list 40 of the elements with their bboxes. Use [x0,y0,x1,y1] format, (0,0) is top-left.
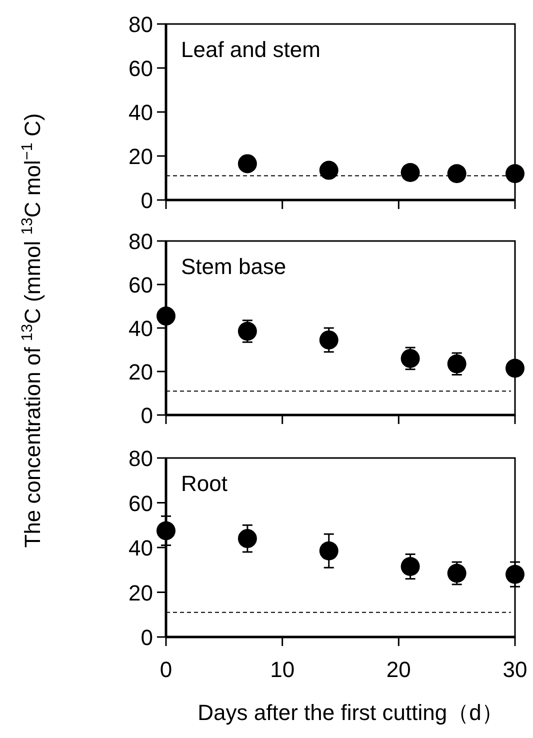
point [506,358,524,378]
point [400,348,420,368]
x-tick-label: 30 [502,657,528,682]
y-tick-label: 0 [140,403,153,428]
text: Stem base [181,254,286,279]
y-tick-label: 60 [128,272,153,298]
point [319,160,338,180]
y-tick-label: 40 [128,100,153,125]
y-tick-label: 40 [128,536,153,560]
point [447,164,466,184]
point [238,322,257,341]
point [400,163,420,182]
text: Leaf and stem [181,37,320,62]
point [400,557,420,576]
point [319,541,338,560]
y-tick-label: 80 [128,229,153,254]
x-axis-title: Days after the first cutting（d） [198,700,504,725]
point [506,164,524,184]
y-tick-label: 40 [128,316,153,341]
y-tick-label: 60 [128,56,153,81]
y-tick-label: 20 [128,360,153,384]
y-tick-label: 0 [140,188,153,213]
y-tick-label: 80 [128,446,153,471]
text: Root [181,471,228,496]
point [238,529,257,548]
y-tick-label: 20 [128,144,153,169]
x-tick-label: 20 [386,657,411,682]
x-tick-label: 0 [160,657,172,682]
y-tick-label: 80 [128,12,153,37]
point [319,330,338,350]
point [447,564,466,583]
point [447,354,466,374]
point [156,306,176,326]
x-tick-label: 10 [270,657,295,682]
point [238,154,257,174]
point [506,564,524,584]
y-tick-label: 0 [140,625,153,650]
point [156,521,176,540]
y-tick-label: 60 [128,490,153,516]
y-tick-label: 20 [128,580,153,606]
